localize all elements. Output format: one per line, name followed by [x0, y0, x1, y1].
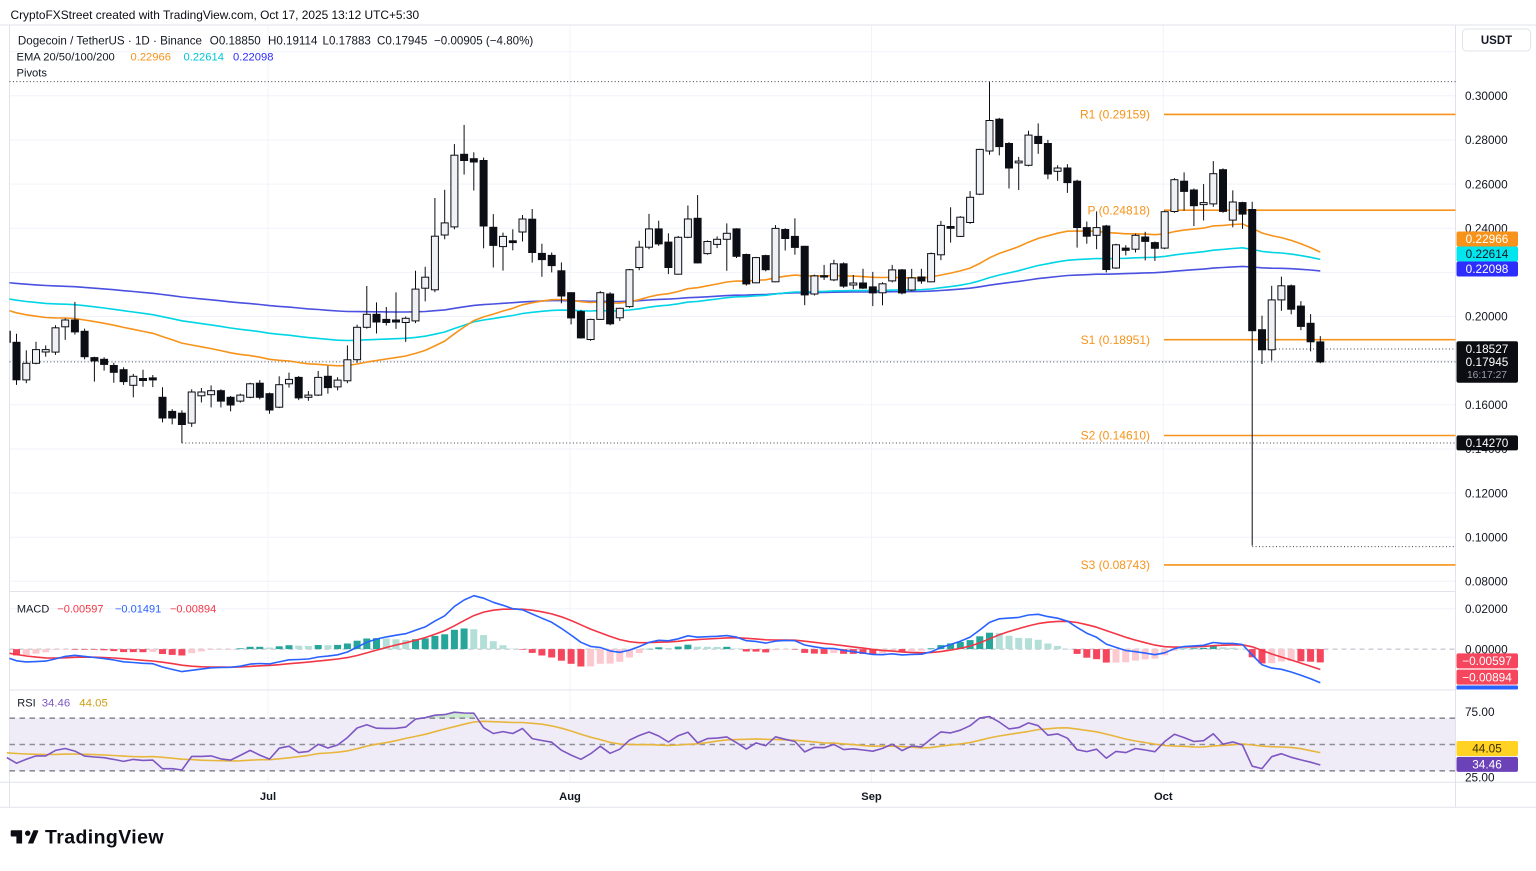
svg-text:0.17945: 0.17945: [1466, 355, 1509, 369]
svg-text:−0.00597: −0.00597: [1462, 654, 1512, 668]
svg-text:0.08000: 0.08000: [1465, 575, 1508, 589]
svg-text:S3 (0.08743): S3 (0.08743): [1081, 558, 1150, 572]
svg-text:Oct: Oct: [1154, 791, 1173, 803]
svg-text:S1 (0.18951): S1 (0.18951): [1081, 333, 1150, 347]
svg-text:CryptoFXStreet created with Tr: CryptoFXStreet created with TradingView.…: [11, 8, 420, 22]
svg-text:16:17:27: 16:17:27: [1467, 370, 1507, 381]
svg-text:75.00: 75.00: [1465, 705, 1495, 719]
svg-text:0.28000: 0.28000: [1465, 133, 1508, 147]
svg-text:0.14270: 0.14270: [1466, 436, 1509, 450]
svg-text:0.12000: 0.12000: [1465, 486, 1508, 500]
svg-text:Dogecoin / TetherUS · 1D · Bin: Dogecoin / TetherUS · 1D · Binance O0.188…: [18, 35, 534, 48]
svg-text:P (0.24818): P (0.24818): [1088, 203, 1151, 217]
svg-text:TradingView: TradingView: [45, 827, 164, 849]
svg-text:0.30000: 0.30000: [1465, 89, 1508, 103]
svg-text:0.02000: 0.02000: [1465, 602, 1508, 616]
svg-text:0.20000: 0.20000: [1465, 310, 1508, 324]
svg-text:0.26000: 0.26000: [1465, 177, 1508, 191]
svg-text:0.22966: 0.22966: [1466, 232, 1509, 246]
svg-text:0.16000: 0.16000: [1465, 398, 1508, 412]
svg-text:MACD−0.00597−0.01491−0.00894: MACD −0.00597 −0.01491 −0.00894: [17, 603, 216, 615]
svg-text:34.46: 34.46: [1472, 758, 1502, 772]
svg-text:0.22614: 0.22614: [1466, 247, 1509, 261]
svg-text:Aug: Aug: [559, 791, 581, 803]
svg-text:25.00: 25.00: [1465, 771, 1495, 785]
svg-text:Sep: Sep: [861, 791, 882, 803]
svg-text:R1 (0.29159): R1 (0.29159): [1080, 108, 1150, 122]
svg-text:0.22098: 0.22098: [1466, 262, 1509, 276]
svg-text:0.18527: 0.18527: [1466, 342, 1509, 356]
svg-text:−0.00894: −0.00894: [1462, 670, 1512, 684]
svg-text:0.00000: 0.00000: [1465, 642, 1508, 656]
svg-text:Pivots: Pivots: [17, 67, 48, 79]
svg-text:USDT: USDT: [1481, 35, 1512, 47]
svg-text:Jul: Jul: [260, 791, 276, 803]
svg-text:44.05: 44.05: [1472, 742, 1502, 756]
svg-text:0.10000: 0.10000: [1465, 530, 1508, 544]
svg-text:S2 (0.14610): S2 (0.14610): [1081, 429, 1150, 443]
